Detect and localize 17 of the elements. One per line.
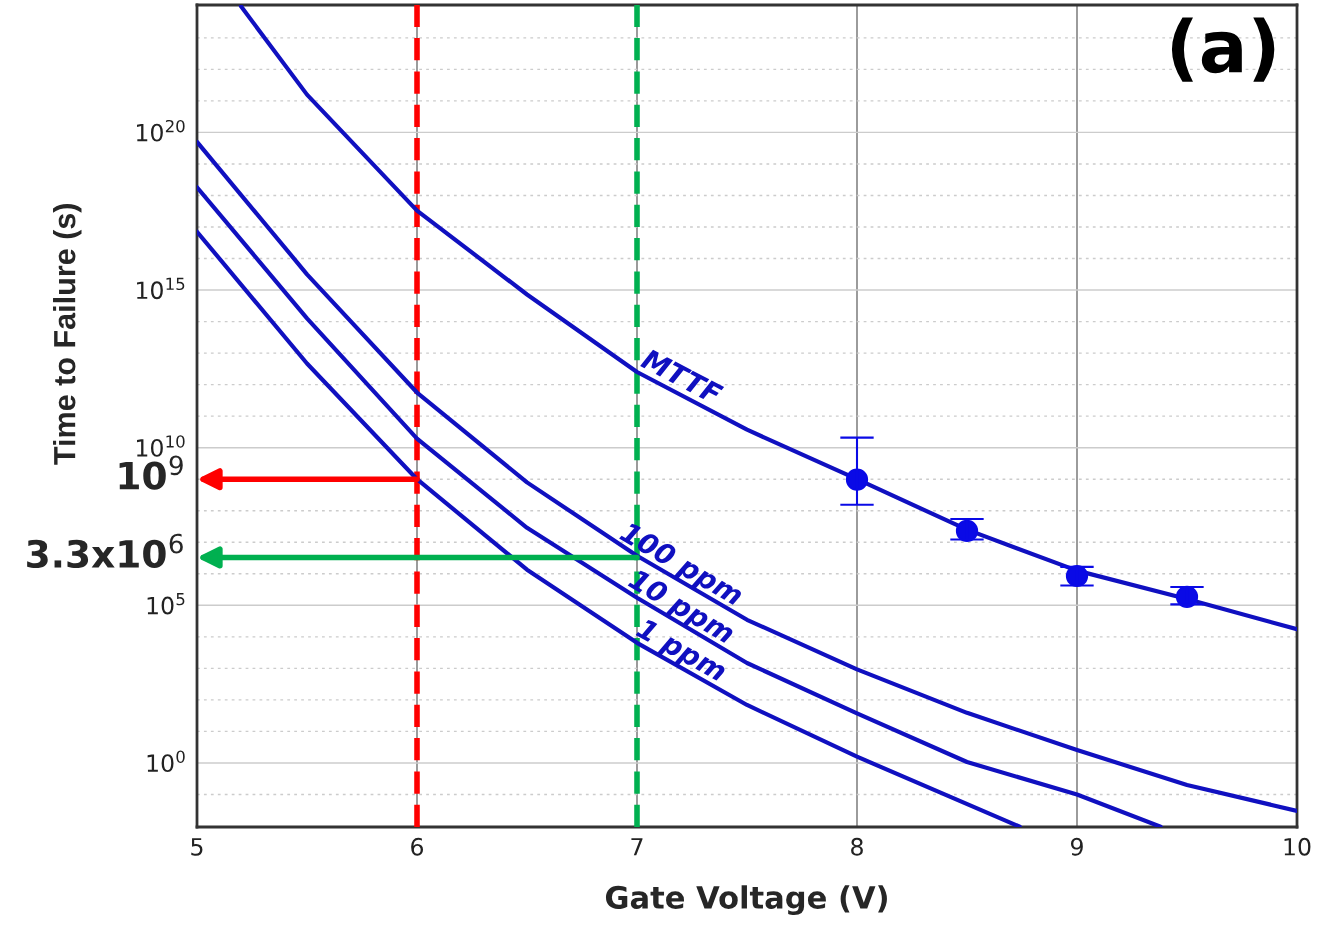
line-series bbox=[197, 185, 1163, 827]
line-series bbox=[197, 229, 1022, 827]
x-tick-label: 6 bbox=[411, 837, 424, 856]
x-tick-label: 10 bbox=[1284, 837, 1311, 856]
annotation: 3.3x10$^{6}$ bbox=[27, 533, 183, 569]
y-tick-label: 10$^{5}$ bbox=[147, 593, 185, 615]
x-tick-label: 5 bbox=[191, 838, 203, 856]
y-tick-label: 10$^{0}$ bbox=[147, 750, 185, 773]
y-axis-title: Time to Failure (s) bbox=[53, 204, 82, 465]
annotation: (a) bbox=[1171, 17, 1275, 82]
y-tick-label: 10$^{20}$ bbox=[137, 119, 185, 142]
x-tick-label: 7 bbox=[631, 838, 643, 856]
x-axis-title: Gate Voltage (V) bbox=[605, 885, 887, 916]
y-tick-label: 10$^{15}$ bbox=[137, 277, 185, 300]
x-tick-label: 8 bbox=[851, 837, 863, 856]
line-series bbox=[197, 139, 1297, 813]
x-tick-label: 9 bbox=[1070, 837, 1083, 856]
